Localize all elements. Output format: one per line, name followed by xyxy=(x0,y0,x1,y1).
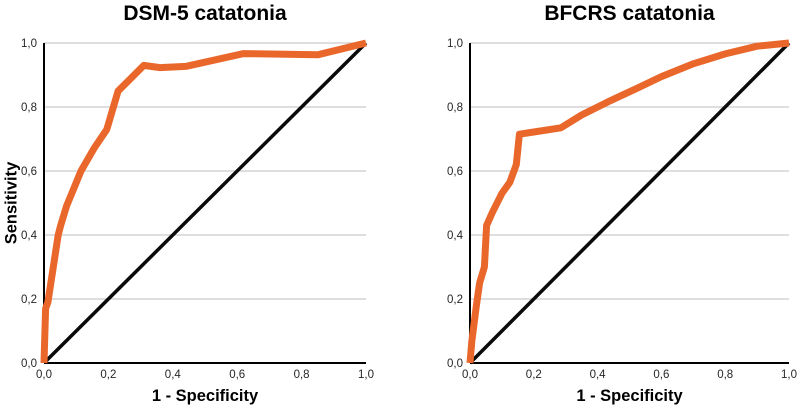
y-tick-label: 0,4 xyxy=(447,230,464,242)
y-tick-label: 0,0 xyxy=(21,358,37,370)
y-tick-label: 1,0 xyxy=(447,38,463,50)
series-reference-diagonal xyxy=(468,41,791,365)
roc-plot-dsm5: 0,0 0,2 0,4 0,6 0,8 1,0 0,0 0,2 0,4 0,6 0,8 1,0 xyxy=(21,38,374,381)
x-tick-label: 0,2 xyxy=(100,369,116,381)
x-tick-label: 0,0 xyxy=(462,369,478,381)
x-tick-label: 0,8 xyxy=(717,369,733,381)
y-tick-label: 0,0 xyxy=(447,358,463,370)
x-tick-label: 0,2 xyxy=(526,369,542,381)
series-roc-curve xyxy=(40,39,367,364)
series-roc-curve xyxy=(466,39,790,364)
x-tick-label: 1,0 xyxy=(781,369,797,381)
y-tick-label: 0,2 xyxy=(21,294,37,306)
y-tick-label: 0,6 xyxy=(447,166,463,178)
x-tick-label: 0,8 xyxy=(294,369,310,381)
x-tick-label: 0,6 xyxy=(653,369,669,381)
dsm5-roc-panel: DSM-5 catatonia Sensitivity 0,0 0,2 0,4 0,6… xyxy=(3,2,375,405)
y-tick-label: 1,0 xyxy=(21,38,37,50)
chart-title-bfcrs: BFCRS catatonia xyxy=(544,2,715,25)
x-tick-label: 1,0 xyxy=(358,369,374,381)
y-tick-label: 0,6 xyxy=(21,166,37,178)
x-tick-label: 0,0 xyxy=(36,369,52,381)
y-tick-label: 0,8 xyxy=(447,102,463,114)
series-reference-diagonal xyxy=(42,41,368,365)
bfcrs-roc-panel: BFCRS catatonia 0,0 0,2 0,4 0,6 0,8 1,0 0,0 0,2… xyxy=(400,0,800,415)
x-axis-title-specificity-left: 1 - Specificity xyxy=(151,387,259,405)
x-tick-label: 0,6 xyxy=(229,369,245,381)
x-axis-title-specificity-right: 1 - Specificity xyxy=(576,387,683,405)
y-tick-label: 0,4 xyxy=(21,230,38,242)
y-tick-label: 0,2 xyxy=(447,294,463,306)
x-tick-label: 0,4 xyxy=(165,369,182,381)
y-tick-label: 0,8 xyxy=(21,102,37,114)
x-tick-label: 0,4 xyxy=(590,369,607,381)
chart-title-dsm5: DSM-5 catatonia xyxy=(123,2,287,25)
roc-plot-bfcrs: 0,0 0,2 0,4 0,6 0,8 1,0 0,0 0,2 0,4 0,6 0,8 1,0 xyxy=(447,38,797,381)
